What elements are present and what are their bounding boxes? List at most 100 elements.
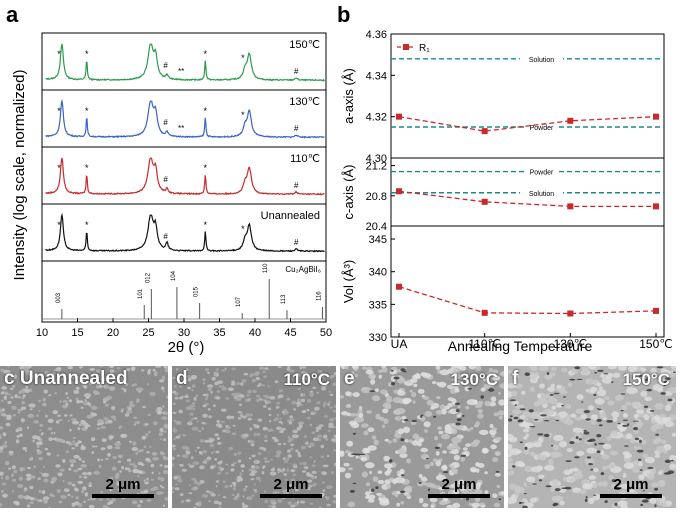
sem-grain	[379, 416, 385, 421]
sem-grain	[399, 468, 405, 475]
sem-grain	[429, 497, 438, 503]
sem-grain	[529, 366, 538, 370]
sem-grain	[23, 495, 27, 498]
sem-grain	[352, 392, 360, 398]
sem-grain	[586, 447, 597, 454]
sem-grain	[499, 383, 504, 389]
sem-void	[462, 414, 465, 417]
sem-grain	[135, 387, 144, 392]
reference-label: Solution	[529, 191, 554, 198]
sem-grain	[566, 448, 573, 453]
sem-grain	[651, 418, 656, 424]
sem-void	[643, 405, 649, 408]
sem-grain	[623, 457, 632, 463]
sem-grain	[159, 464, 163, 467]
sem-grain	[517, 404, 525, 409]
sem-grain	[192, 402, 196, 405]
sem-grain	[2, 432, 7, 437]
sem-grain	[300, 398, 306, 403]
sem-grain	[293, 465, 298, 469]
sem-grain	[210, 391, 213, 394]
sem-grain	[609, 450, 618, 456]
sem-void	[546, 372, 550, 376]
sem-void	[575, 436, 579, 440]
sem-grain	[317, 369, 323, 373]
sem-void	[603, 373, 609, 375]
sem-grain	[333, 494, 336, 498]
xrd-trace	[45, 157, 325, 196]
reference-peak-label: 116	[316, 291, 322, 301]
sem-grain	[267, 460, 270, 463]
sem-grain	[455, 373, 462, 379]
sem-grain	[77, 467, 83, 471]
sem-void	[391, 382, 395, 386]
sem-grain	[523, 416, 529, 421]
sem-grain	[510, 390, 518, 397]
sem-grain	[135, 420, 141, 425]
sem-grain	[138, 449, 144, 453]
sem-void	[524, 372, 530, 376]
sem-grain	[62, 458, 66, 463]
sem-void	[614, 502, 618, 506]
sem-grain	[381, 367, 388, 373]
sem-grain	[187, 375, 191, 378]
sem-grain	[329, 406, 333, 409]
sem-grain	[62, 377, 66, 381]
sem-grain	[313, 460, 316, 463]
sem-void	[359, 453, 366, 456]
sem-grain	[600, 450, 605, 456]
sem-grain	[258, 477, 261, 480]
sem-grain	[658, 471, 663, 475]
sem-grain	[435, 366, 441, 370]
sem-grain	[424, 429, 428, 433]
sem-grain	[23, 366, 31, 371]
sem-grain	[100, 425, 106, 429]
sem-grain	[309, 380, 312, 385]
sem-grain	[466, 485, 474, 492]
sem-grain	[268, 505, 273, 508]
sem-grain	[145, 432, 149, 437]
sem-grain	[129, 440, 132, 443]
sem-grain	[404, 487, 413, 494]
sem-void	[663, 472, 671, 475]
sem-grain	[447, 397, 454, 401]
sem-grain	[559, 440, 568, 448]
sem-grain	[172, 486, 175, 490]
sem-grain	[321, 471, 327, 476]
sem-grain	[514, 460, 525, 467]
sem-grain	[521, 390, 526, 395]
sem-grain	[441, 408, 447, 415]
sem-grain	[28, 403, 36, 408]
sem-grain	[328, 401, 331, 405]
sem-grain	[320, 455, 325, 459]
sem-void	[588, 438, 596, 442]
sem-grain	[45, 414, 48, 418]
sem-label: f	[512, 368, 519, 389]
sem-void	[370, 488, 375, 492]
sem-grain	[155, 366, 159, 368]
sem-grain	[191, 417, 194, 421]
sem-grain	[660, 439, 667, 444]
peak-marker: *	[57, 49, 61, 59]
sem-grain	[114, 475, 120, 480]
sem-grain	[36, 444, 40, 448]
sem-grain	[283, 473, 288, 476]
sem-grain	[209, 443, 215, 448]
sem-grain	[317, 434, 323, 438]
sem-grain	[124, 383, 129, 386]
sem-grain	[660, 417, 665, 422]
sem-grain	[409, 389, 413, 393]
sem-grain	[27, 413, 35, 418]
sem-void	[600, 472, 605, 476]
sem-grain	[1, 386, 7, 390]
sem-grain	[96, 419, 104, 424]
sem-grain	[374, 388, 380, 393]
sem-grain	[303, 435, 307, 439]
sem-grain	[391, 366, 398, 371]
sem-grain	[227, 387, 234, 391]
sem-grain	[230, 468, 235, 472]
sem-grain	[205, 395, 209, 399]
sem-void	[636, 449, 644, 453]
sem-void	[588, 463, 593, 466]
sem-void	[534, 419, 539, 421]
